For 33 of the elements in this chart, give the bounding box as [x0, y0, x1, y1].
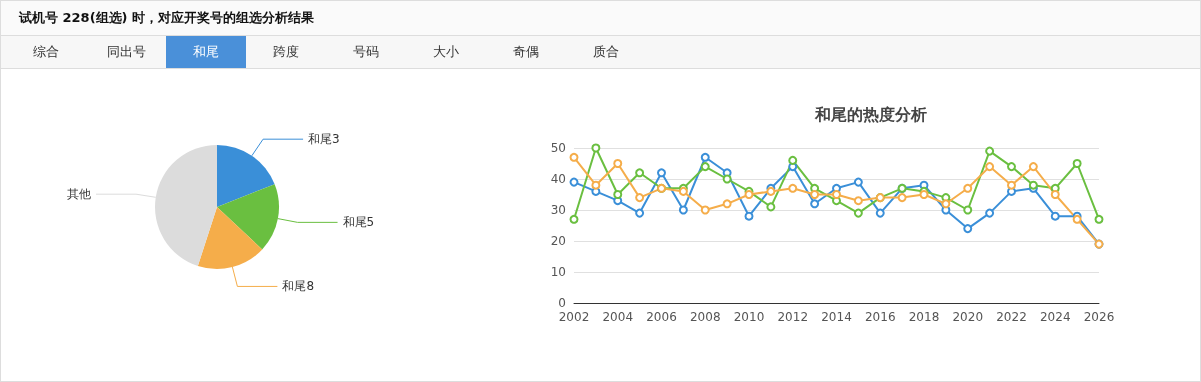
y-tick-label: 20: [550, 234, 566, 248]
text: 同出号: [105, 43, 147, 61]
y-tick-label: 30: [550, 203, 566, 217]
y-tick-label: 0: [558, 296, 566, 310]
slice-label: 和尾8: [282, 279, 315, 294]
x-tick-label: 2022: [996, 310, 1027, 324]
text: 跨度: [272, 43, 300, 61]
x-tick-label: 2026: [1083, 310, 1115, 324]
text: 试机号 228(组选) 时，对应开奖号的组选分析结果: [1, 1, 1200, 36]
x-tick-label: 2020: [952, 310, 984, 324]
x-tick-label: 2002: [558, 310, 590, 324]
x-tick-label: 2018: [908, 310, 940, 324]
x-tick-label: 2014: [821, 310, 852, 324]
text: 综合: [32, 43, 60, 61]
x-tick-label: 2004: [602, 310, 634, 324]
slice-label: 和尾3: [308, 132, 340, 147]
text: 奇偶: [512, 43, 540, 61]
y-tick-label: 40: [550, 172, 566, 186]
text: 和尾: [166, 36, 246, 68]
x-tick-label: 2012: [777, 310, 809, 324]
x-tick-label: 2024: [1039, 310, 1071, 324]
y-tick-label: 50: [550, 141, 566, 155]
text: 大小: [432, 43, 460, 61]
slice-label: 和尾5: [342, 215, 375, 230]
chart-title: 和尾的热度分析: [813, 104, 927, 124]
y-tick-label: 10: [550, 265, 566, 279]
x-tick-label: 2008: [689, 310, 721, 324]
slice-label: 其他: [67, 187, 92, 202]
text: 质合: [592, 43, 620, 61]
text: 号码: [352, 43, 380, 61]
x-tick-label: 2010: [733, 310, 765, 324]
x-tick-label: 2016: [864, 310, 896, 324]
x-tick-label: 2006: [646, 310, 677, 324]
